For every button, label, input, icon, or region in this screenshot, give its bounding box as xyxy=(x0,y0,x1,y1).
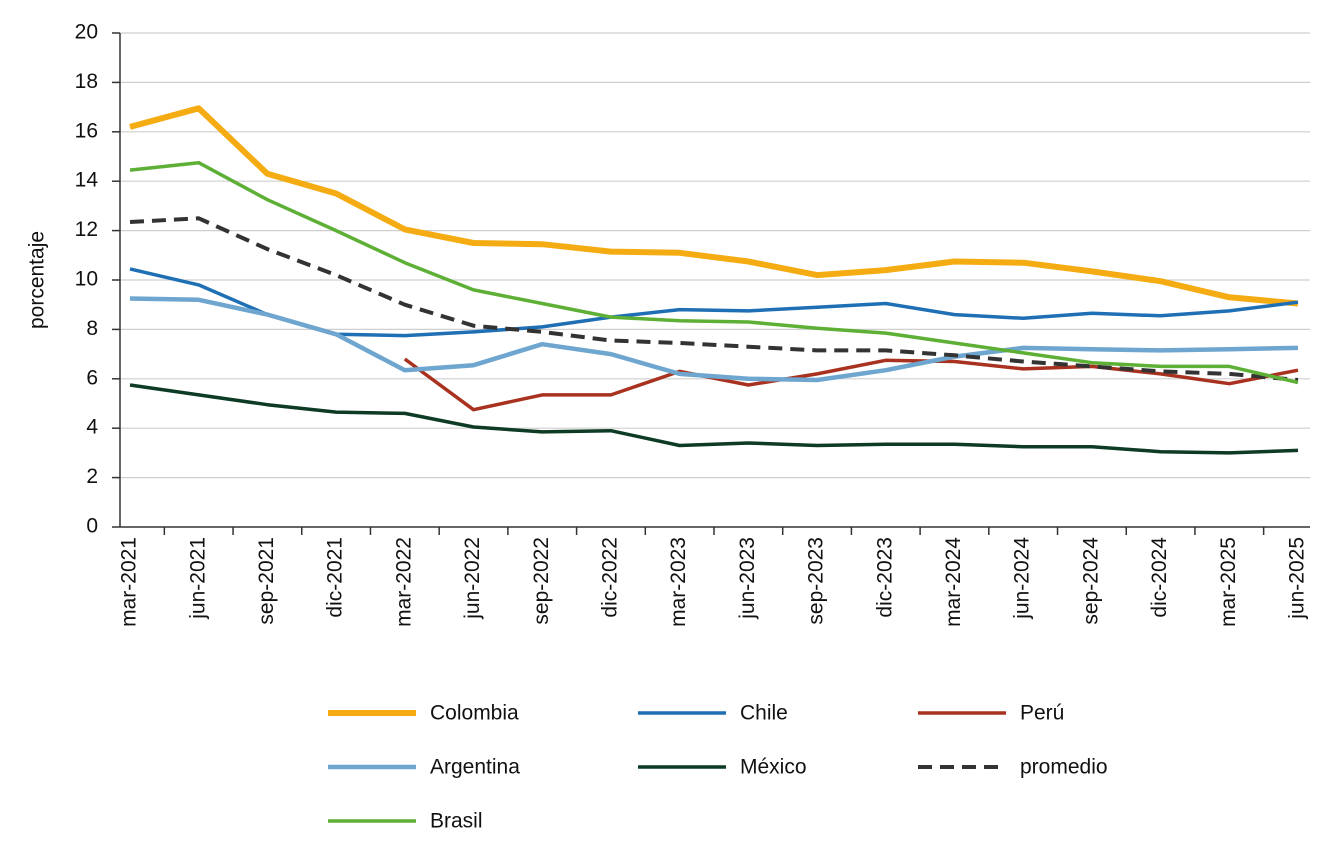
y-tick-label: 10 xyxy=(75,268,98,291)
x-tick-label: jun-2023 xyxy=(736,537,759,620)
x-tick-label: jun-2024 xyxy=(1011,537,1034,620)
legend-label: Chile xyxy=(740,702,788,725)
x-tick-label: dic-2022 xyxy=(598,537,621,618)
y-tick-label: 14 xyxy=(75,169,99,192)
x-tick-label: mar-2023 xyxy=(667,537,690,627)
series-line xyxy=(129,105,1299,307)
y-tick-label: 2 xyxy=(86,465,98,488)
y-tick-label: 18 xyxy=(75,70,98,93)
y-tick-label: 12 xyxy=(75,218,98,241)
legend-label: México xyxy=(740,756,807,779)
legend-label: Argentina xyxy=(430,756,520,779)
y-axis-label: porcentaje xyxy=(26,231,49,329)
x-tick-label: dic-2021 xyxy=(324,537,347,618)
legend-label: Colombia xyxy=(430,702,519,725)
y-tick-label: 16 xyxy=(75,119,98,142)
y-tick-label: 0 xyxy=(86,515,98,538)
series-line xyxy=(129,296,1299,383)
y-tick-label: 8 xyxy=(86,317,98,340)
legend-label: Brasil xyxy=(430,810,483,833)
x-tick-label: jun-2021 xyxy=(186,537,209,620)
legend-label: promedio xyxy=(1020,756,1108,779)
y-tick-label: 6 xyxy=(86,366,98,389)
x-tick-label: sep-2022 xyxy=(530,537,553,625)
series-line xyxy=(129,160,1299,385)
x-tick-label: sep-2023 xyxy=(805,537,828,625)
x-tick-label: jun-2025 xyxy=(1286,537,1309,620)
x-tick-label: dic-2023 xyxy=(873,537,896,618)
series-line xyxy=(403,357,1299,412)
x-tick-label: mar-2025 xyxy=(1217,537,1240,627)
x-tick-label: sep-2021 xyxy=(255,537,278,625)
x-tick-label: sep-2024 xyxy=(1079,537,1102,625)
x-tick-label: jun-2022 xyxy=(461,537,484,620)
x-tick-label: mar-2024 xyxy=(942,537,965,627)
legend-label: Perú xyxy=(1020,702,1064,725)
series-line xyxy=(129,216,1299,382)
y-tick-label: 4 xyxy=(86,416,98,439)
x-tick-label: mar-2022 xyxy=(392,537,415,627)
x-tick-label: mar-2021 xyxy=(118,537,141,627)
series-line xyxy=(129,383,1299,455)
x-tick-label: dic-2024 xyxy=(1148,537,1171,618)
y-tick-label: 20 xyxy=(75,21,98,44)
